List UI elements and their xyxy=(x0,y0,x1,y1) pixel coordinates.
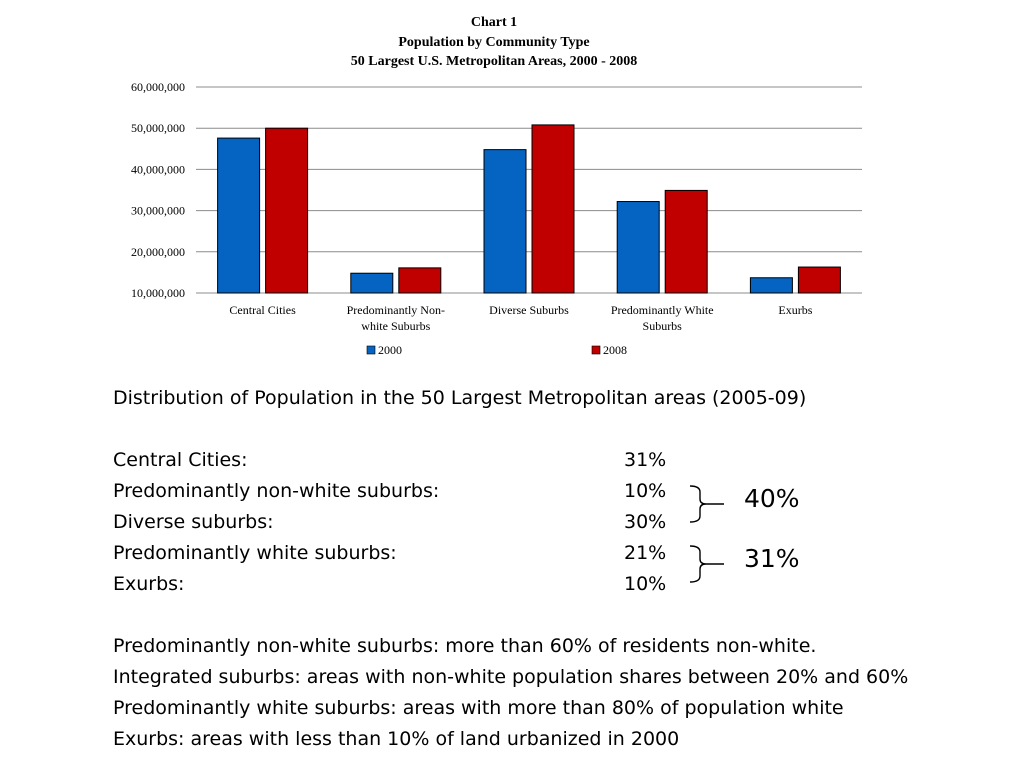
chart-title-line-2: Population by Community Type xyxy=(398,35,589,50)
bar-2008 xyxy=(797,266,841,294)
x-category-label: white Suburbs xyxy=(361,319,430,333)
distribution-section: Distribution of Population in the 50 Lar… xyxy=(113,383,993,755)
definition-line: Predominantly non-white suburbs: more th… xyxy=(113,635,817,657)
bar-2008 xyxy=(664,189,708,294)
x-category-label: Exurbs xyxy=(778,303,812,317)
distribution-row-label: Diverse suburbs: xyxy=(113,511,274,533)
chart-title: Chart 1 Population by Community Type 50 … xyxy=(351,15,637,69)
distribution-row: Exurbs: 10% xyxy=(113,569,993,600)
y-tick-label: 60,000,000 xyxy=(131,80,185,94)
distribution-row-label: Central Cities: xyxy=(113,449,248,471)
distribution-row-value: 21% xyxy=(624,542,667,564)
x-category-label: Predominantly Non- xyxy=(347,303,445,317)
x-category-label: Diverse Suburbs xyxy=(489,303,569,317)
distribution-row-value: 31% xyxy=(624,449,667,471)
distribution-row: Central Cities: 31% xyxy=(113,445,993,476)
bar-2000 xyxy=(483,149,527,294)
bar-2000 xyxy=(350,272,394,294)
distribution-row: Predominantly non-white suburbs: 10% xyxy=(113,476,993,507)
group-total-label: 40% xyxy=(744,484,800,513)
distribution-heading: Distribution of Population in the 50 Lar… xyxy=(113,387,807,409)
bar-chart: Chart 1 Population by Community Type 50 … xyxy=(131,15,862,357)
bar-2000 xyxy=(217,137,261,294)
legend-swatch xyxy=(366,345,376,355)
x-category-label: Central Cities xyxy=(229,303,296,317)
legend-swatch xyxy=(591,345,601,355)
x-axis-category-labels: Central Cities Predominantly Non-white Su… xyxy=(229,303,812,333)
bar-2000 xyxy=(749,277,793,294)
chart-title-line-1: Chart 1 xyxy=(471,15,517,30)
definition-line: Integrated suburbs: areas with non-white… xyxy=(113,666,909,688)
bar-2008 xyxy=(265,127,309,294)
definition-line: Exurbs: areas with less than 10% of land… xyxy=(113,728,680,750)
right-brace-icon xyxy=(689,545,724,583)
bar-2000 xyxy=(616,201,660,294)
y-tick-label: 30,000,000 xyxy=(131,204,185,218)
distribution-row: Diverse suburbs: 30% xyxy=(113,507,993,538)
distribution-row-value: 30% xyxy=(624,511,667,533)
right-brace-icon xyxy=(689,485,724,523)
bar-2008 xyxy=(531,124,575,294)
bar-2008 xyxy=(398,267,442,294)
legend-label: 2000 xyxy=(378,343,402,357)
y-axis-tick-labels: 60,000,000 50,000,000 40,000,000 30,000,000… xyxy=(131,80,185,300)
x-category-label: Predominantly White xyxy=(611,303,714,317)
distribution-row-value: 10% xyxy=(624,573,667,595)
y-tick-label: 20,000,000 xyxy=(131,245,185,259)
distribution-row-label: Exurbs: xyxy=(113,573,185,595)
legend: 2000 2008 xyxy=(366,343,627,357)
bars xyxy=(217,124,841,294)
y-tick-label: 10,000,000 xyxy=(131,286,185,300)
definition-line: Predominantly white suburbs: areas with … xyxy=(113,697,844,719)
chart-title-line-3: 50 Largest U.S. Metropolitan Areas, 2000… xyxy=(351,54,637,69)
distribution-row-label: Predominantly white suburbs: xyxy=(113,542,397,564)
y-tick-label: 50,000,000 xyxy=(131,121,185,135)
distribution-row-value: 10% xyxy=(624,480,667,502)
group-total-label: 31% xyxy=(744,544,800,573)
x-category-label: Suburbs xyxy=(643,319,683,333)
legend-label: 2008 xyxy=(603,343,627,357)
y-tick-label: 40,000,000 xyxy=(131,162,185,176)
distribution-row-label: Predominantly non-white suburbs: xyxy=(113,480,440,502)
distribution-row: Predominantly white suburbs: 21% xyxy=(113,538,993,569)
